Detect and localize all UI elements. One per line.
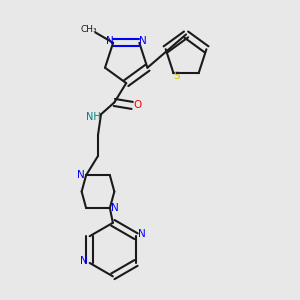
Text: N: N xyxy=(138,229,146,239)
Text: N: N xyxy=(111,203,119,213)
Text: N: N xyxy=(80,256,88,266)
Text: O: O xyxy=(134,100,142,110)
Text: N: N xyxy=(77,170,85,180)
Text: N: N xyxy=(106,36,113,46)
Text: S: S xyxy=(173,71,180,81)
Text: NH: NH xyxy=(86,112,101,122)
Text: CH₃: CH₃ xyxy=(80,25,97,34)
Text: N: N xyxy=(139,36,147,46)
